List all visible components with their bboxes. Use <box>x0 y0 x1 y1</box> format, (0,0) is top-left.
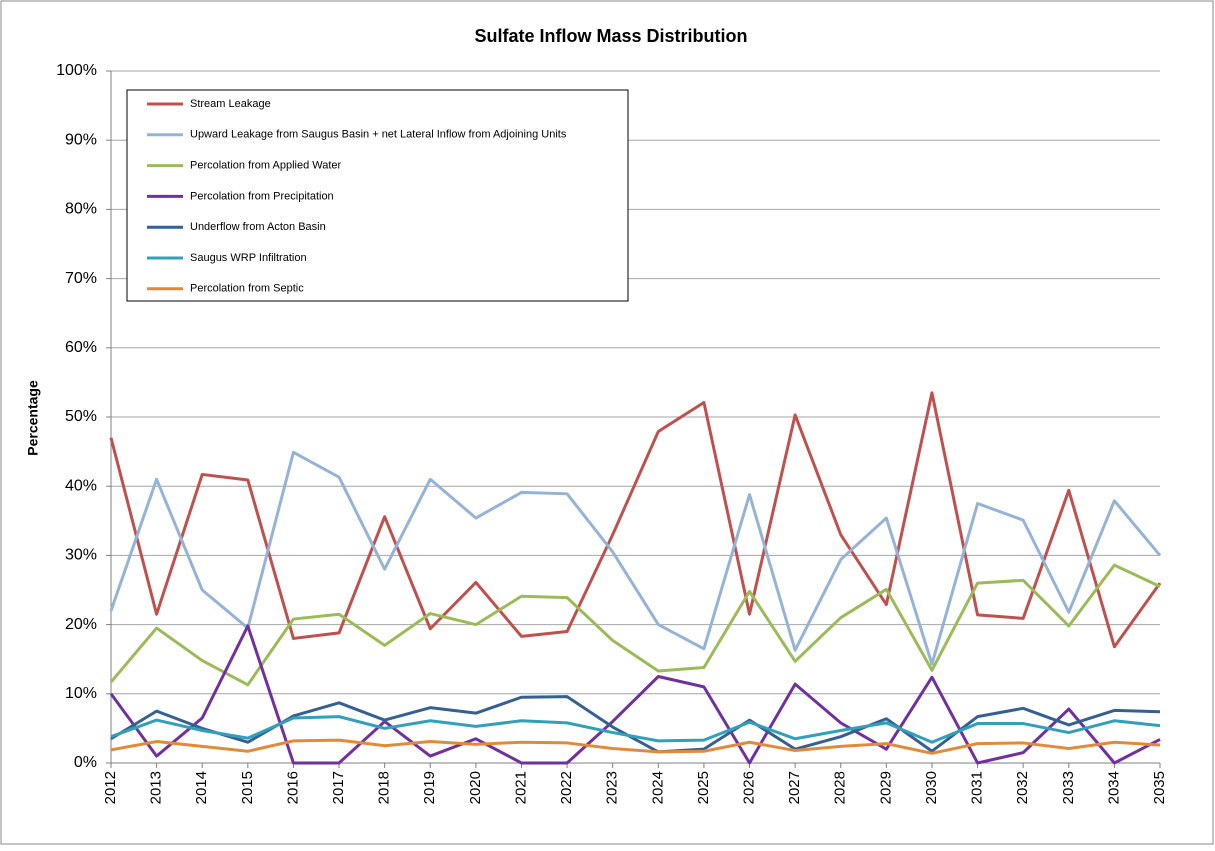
x-tick-label: 2027 <box>786 771 803 804</box>
x-tick-label: 2031 <box>969 771 986 804</box>
x-tick-label: 2026 <box>740 771 757 804</box>
x-tick-label: 2030 <box>923 771 940 804</box>
x-tick-label: 2016 <box>284 771 301 804</box>
series-line <box>109 450 1162 666</box>
y-tick-label: 20% <box>65 616 97 633</box>
x-tick-label: 2014 <box>193 771 210 804</box>
x-tick-label: 2029 <box>877 771 894 804</box>
x-tick-label: 2022 <box>558 771 575 804</box>
x-tick-label: 2025 <box>695 771 712 804</box>
y-tick-label: 40% <box>65 477 97 494</box>
chart-title: Sulfate Inflow Mass Distribution <box>474 26 747 46</box>
y-tick-label: 70% <box>65 270 97 287</box>
x-tick-label: 2028 <box>832 771 849 804</box>
y-tick-label: 0% <box>74 754 97 771</box>
y-tick-label: 80% <box>65 201 97 218</box>
series-line <box>109 624 1161 765</box>
y-tick-label: 90% <box>65 131 97 148</box>
x-tick-label: 2015 <box>239 771 256 804</box>
x-tick-label: 2035 <box>1151 771 1168 804</box>
x-tick-label: 2032 <box>1014 771 1031 804</box>
series-line <box>110 715 1161 744</box>
series-line <box>109 563 1161 687</box>
y-tick-label: 10% <box>65 685 97 702</box>
x-tick-label: 2020 <box>467 771 484 804</box>
legend-label: Stream Leakage <box>190 98 271 110</box>
y-axis-label: Percentage <box>25 380 41 456</box>
x-tick-label: 2034 <box>1105 771 1122 804</box>
legend-label: Underflow from Acton Basin <box>190 221 326 233</box>
y-tick-label: 60% <box>65 339 97 356</box>
x-tick-label: 2023 <box>604 771 621 804</box>
legend-label: Upward Leakage from Saugus Basin + net L… <box>190 129 567 141</box>
x-tick-label: 2012 <box>102 771 119 804</box>
legend-label: Percolation from Applied Water <box>190 160 342 172</box>
y-tick-label: 30% <box>65 547 97 564</box>
x-tick-label: 2018 <box>376 771 393 804</box>
x-tick-label: 2024 <box>649 771 666 804</box>
legend-label: Percolation from Precipitation <box>190 190 334 202</box>
y-tick-label: 50% <box>65 408 97 425</box>
x-tick-label: 2033 <box>1060 771 1077 804</box>
legend-label: Percolation from Septic <box>190 283 304 295</box>
series-line <box>110 738 1161 755</box>
x-tick-label: 2021 <box>512 771 529 804</box>
legend-label: Saugus WRP Infiltration <box>190 252 307 264</box>
y-tick-label: 100% <box>56 62 97 79</box>
x-tick-label: 2017 <box>330 771 347 804</box>
series-line <box>109 391 1162 649</box>
x-tick-label: 2013 <box>148 771 165 804</box>
x-tick-label: 2019 <box>421 771 438 804</box>
legend-box <box>126 89 629 302</box>
